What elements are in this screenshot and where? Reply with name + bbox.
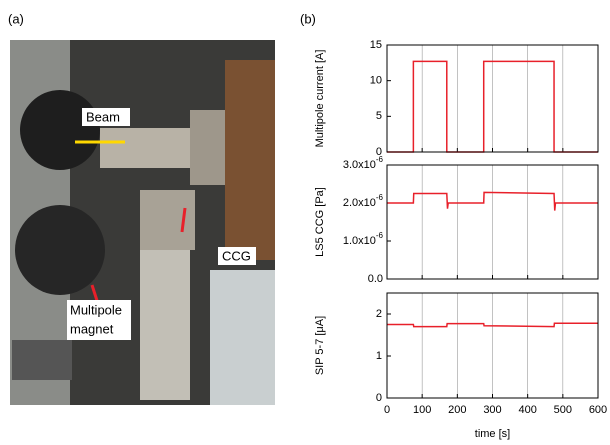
- x-axis-label: time [s]: [475, 428, 510, 440]
- x-tick-label: 600: [589, 404, 607, 416]
- x-tick-label: 500: [554, 404, 572, 416]
- data-line: [387, 191, 598, 211]
- y-tick-label: 0: [376, 146, 382, 158]
- x-tick-label: 100: [413, 404, 431, 416]
- tick-mantissa: 3.0x10: [343, 159, 376, 171]
- photo: [10, 40, 275, 405]
- y-tick-label: 0: [376, 392, 382, 404]
- photo-label: Beam: [86, 109, 120, 124]
- photo-label: Multipole: [70, 302, 122, 317]
- y-tick-label: 1: [376, 350, 382, 362]
- y-tick-label: 1.0x10-6: [343, 231, 384, 247]
- y-tick-label: 2.0x10-6: [343, 193, 384, 209]
- photo-label: CCG: [222, 248, 251, 263]
- plot-frame: [386, 44, 599, 153]
- y-tick-label: 10: [370, 75, 382, 87]
- y-axis-label: SIP 5-7 [μA]: [314, 316, 326, 375]
- y-axis-label: Multipole current [A]: [314, 50, 326, 148]
- panel-label: (a): [8, 11, 24, 26]
- y-tick-label: 15: [370, 39, 382, 51]
- x-tick-label: 300: [483, 404, 501, 416]
- x-tick-label: 200: [448, 404, 466, 416]
- photo-label: magnet: [70, 321, 114, 336]
- plot-frame: [386, 292, 599, 399]
- tick-mantissa: 2.0x10: [343, 197, 376, 209]
- tick-mantissa: 0.0: [368, 273, 383, 285]
- y-axis-label: LS5 CCG [Pa]: [314, 187, 326, 257]
- tick-mantissa: 1.0x10: [343, 235, 376, 247]
- data-line: [387, 322, 598, 328]
- y-tick-label: 2: [376, 308, 382, 320]
- tick-exponent: -6: [376, 193, 384, 202]
- y-tick-label: 0.0: [368, 273, 383, 285]
- panel-label: (b): [300, 11, 316, 26]
- plot-frame: [386, 164, 599, 280]
- y-tick-label: 5: [376, 110, 382, 122]
- tick-exponent: -6: [376, 231, 384, 240]
- y-tick-label: 3.0x10-6: [343, 155, 384, 171]
- x-tick-label: 400: [518, 404, 536, 416]
- tick-exponent: -6: [376, 155, 384, 164]
- x-tick-label: 0: [384, 404, 390, 416]
